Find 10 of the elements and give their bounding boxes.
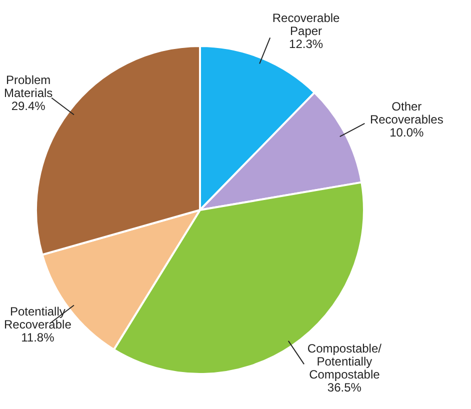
slice-label: Problem Materials xyxy=(4,73,53,100)
slice-label: Compostable/Potentially Compostable xyxy=(307,341,382,382)
data-label: 36.5% xyxy=(327,380,362,394)
data-label: 11.8% xyxy=(21,330,55,345)
slice-label: Recoverable Paper xyxy=(272,10,340,38)
slice-label: Other Recoverables xyxy=(370,100,444,127)
data-label: 29.4% xyxy=(11,99,46,114)
data-label: 12.3% xyxy=(289,36,324,51)
slice-label: Potentially Recoverable xyxy=(4,304,72,332)
data-label: 10.0% xyxy=(390,126,424,140)
